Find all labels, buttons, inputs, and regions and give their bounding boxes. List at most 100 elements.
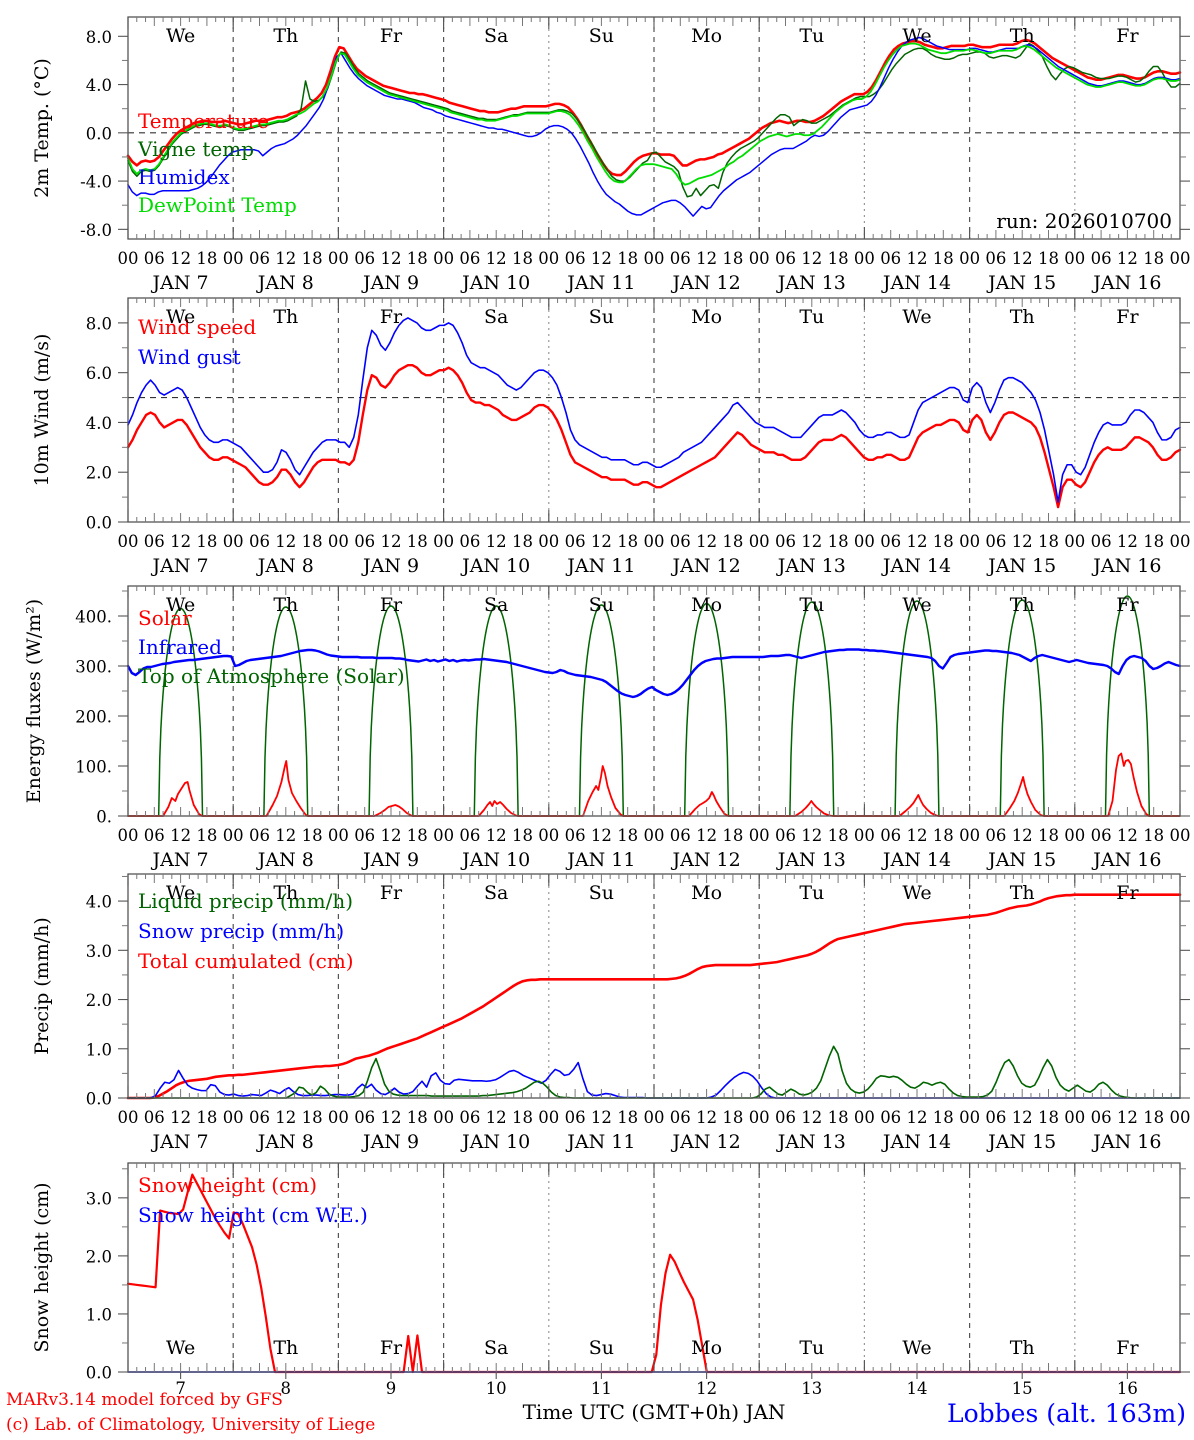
hour-tick-label: 12 (1012, 532, 1033, 551)
y-tick-label: 8.0 (86, 314, 112, 333)
hour-tick-label: 00 (1170, 826, 1191, 845)
hour-tick-label: 12 (801, 249, 822, 268)
series-wind-gust (127, 317, 1181, 503)
y-tick-label: 3.0 (86, 942, 112, 961)
date-label: JAN 7 (151, 272, 209, 294)
hour-tick-label: 12 (381, 249, 402, 268)
day-number-label: 13 (801, 1379, 822, 1398)
day-name-label: Th (1010, 306, 1035, 328)
hour-tick-label: 18 (1038, 249, 1059, 268)
legend-label-top-of-atmosphere-solar: Top of Atmosphere (Solar) (138, 664, 405, 688)
date-label: JAN 8 (256, 272, 314, 294)
hour-tick-label: 06 (985, 826, 1006, 845)
hour-tick-label: 18 (1143, 532, 1164, 551)
day-name-label: Th (273, 306, 298, 328)
hour-tick-label: 12 (696, 1108, 717, 1127)
hour-tick-label: 12 (170, 1108, 191, 1127)
hour-tick-label: 06 (670, 249, 691, 268)
annotations: run: 2026010700 MARv3.14 model forced by … (6, 209, 1186, 1435)
day-name-label: Su (589, 306, 614, 328)
day-name-label: Fr (380, 882, 403, 904)
y-tick-label: 2.0 (86, 991, 112, 1010)
y-tick-label: -4.0 (80, 173, 112, 192)
hour-tick-label: 12 (170, 249, 191, 268)
hour-tick-label: 00 (1170, 249, 1191, 268)
hour-tick-label: 06 (670, 1108, 691, 1127)
hour-tick-label: 06 (565, 826, 586, 845)
day-name-label: Tu (799, 594, 824, 616)
y-axis-title: Energy fluxes (W/m²) (23, 599, 45, 803)
hour-tick-label: 18 (302, 532, 323, 551)
hour-tick-label: 06 (459, 826, 480, 845)
y-axis-title: Snow height (cm) (31, 1182, 53, 1352)
y-tick-label: 0.0 (86, 1090, 112, 1109)
hour-tick-label: 12 (1012, 249, 1033, 268)
hour-tick-label: 06 (880, 532, 901, 551)
day-name-label: Fr (1116, 594, 1139, 616)
hour-tick-label: 00 (749, 1108, 770, 1127)
hour-tick-label: 00 (854, 249, 875, 268)
date-label: JAN 10 (460, 272, 530, 294)
hour-tick-label: 12 (1012, 826, 1033, 845)
date-label: JAN 10 (460, 849, 530, 871)
series-humidex (127, 36, 1181, 217)
day-name-label: We (902, 882, 931, 904)
hour-tick-label: 00 (749, 532, 770, 551)
hour-tick-label: 12 (275, 532, 296, 551)
date-label: JAN 13 (776, 272, 846, 294)
day-name-label: We (166, 594, 195, 616)
hour-tick-label: 12 (907, 826, 928, 845)
y-tick-label: 4.0 (86, 76, 112, 95)
panel-snow: 3.0 2.0 1.0 0.0 Snow height (cm) Snow height … (31, 1162, 1190, 1398)
legend-label-liquid-precip-mm-h: Liquid precip (mm/h) (138, 889, 353, 913)
hour-tick-label: 00 (644, 826, 665, 845)
hour-tick-label: 18 (617, 826, 638, 845)
legend-label-dewpoint-temp: DewPoint Temp (138, 193, 297, 217)
hour-tick-label: 18 (196, 826, 217, 845)
model-credit-line-1: MARv3.14 model forced by GFS (6, 1390, 283, 1410)
y-tick-label: 200. (75, 708, 112, 727)
hour-tick-label: 18 (933, 1108, 954, 1127)
y-tick-label: 6.0 (86, 364, 112, 383)
hour-tick-label: 06 (880, 826, 901, 845)
day-name-label: Fr (380, 306, 403, 328)
date-label: JAN 7 (151, 1131, 209, 1153)
day-name-label: Mo (691, 882, 722, 904)
hour-tick-label: 18 (933, 532, 954, 551)
day-number-label: 10 (486, 1379, 507, 1398)
hour-tick-label: 12 (486, 249, 507, 268)
y-tick-label: 0.0 (86, 124, 112, 143)
y-tick-label: 0.0 (86, 1364, 112, 1383)
day-name-label: Th (1010, 1337, 1035, 1359)
hour-tick-label: 18 (1143, 1108, 1164, 1127)
y-tick-label: 300. (75, 658, 112, 677)
date-label: JAN 11 (565, 272, 635, 294)
hour-tick-label: 00 (644, 1108, 665, 1127)
hour-tick-label: 12 (170, 826, 191, 845)
day-name-label: Su (589, 882, 614, 904)
hour-tick-label: 00 (433, 826, 454, 845)
date-label: JAN 16 (1091, 849, 1161, 871)
hour-tick-label: 06 (144, 1108, 165, 1127)
date-label: JAN 15 (986, 272, 1056, 294)
day-name-label: Th (1010, 594, 1035, 616)
hour-tick-label: 06 (144, 532, 165, 551)
date-label: JAN 10 (460, 1131, 530, 1153)
hour-tick-label: 12 (801, 1108, 822, 1127)
hour-tick-label: 06 (985, 1108, 1006, 1127)
hour-tick-label: 12 (381, 532, 402, 551)
hour-tick-label: 18 (933, 249, 954, 268)
day-name-label: We (166, 882, 195, 904)
date-label: JAN 15 (986, 1131, 1056, 1153)
hour-tick-label: 18 (407, 249, 428, 268)
hour-tick-label: 12 (486, 1108, 507, 1127)
legend-label-vigne-temp: Vigne temp (137, 137, 254, 161)
day-name-label: Th (1010, 882, 1035, 904)
date-label: JAN 13 (776, 849, 846, 871)
date-label: JAN 13 (776, 555, 846, 577)
hour-tick-label: 12 (1117, 532, 1138, 551)
hour-tick-label: 00 (328, 826, 349, 845)
date-label: JAN 16 (1091, 272, 1161, 294)
